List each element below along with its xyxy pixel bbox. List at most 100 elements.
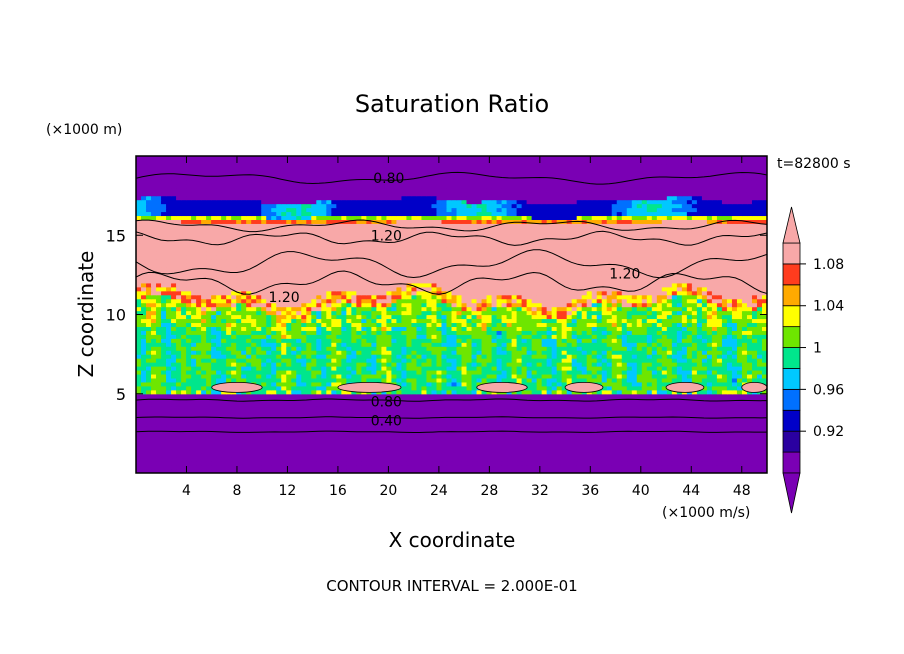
field-cell <box>551 449 558 454</box>
field-cell <box>356 350 362 355</box>
field-cell <box>391 461 398 466</box>
field-cell <box>556 385 563 391</box>
field-cell <box>391 453 398 458</box>
field-cell <box>641 381 648 387</box>
field-cell <box>226 433 232 438</box>
field-cell <box>181 457 187 462</box>
field-cell <box>396 421 403 427</box>
field-cell <box>526 326 533 331</box>
field-cell <box>351 401 357 407</box>
field-cell <box>666 342 673 347</box>
field-cell <box>571 421 578 427</box>
field-cell <box>301 457 307 462</box>
field-cell <box>621 326 628 331</box>
field-cell <box>266 433 272 438</box>
field-cell <box>261 377 267 383</box>
field-cell <box>411 417 418 423</box>
field-cell <box>261 421 267 427</box>
field-cell <box>511 326 518 331</box>
field-cell <box>291 469 297 473</box>
field-cell <box>266 389 272 395</box>
field-cell <box>351 358 357 363</box>
field-cell <box>221 358 227 363</box>
field-cell <box>356 449 362 454</box>
field-cell <box>541 362 548 367</box>
field-cell <box>201 425 207 431</box>
field-cell <box>146 417 152 423</box>
field-cell <box>216 453 222 458</box>
field-cell <box>176 405 182 411</box>
field-cell <box>226 346 232 351</box>
field-cell <box>651 330 658 335</box>
field-cell <box>696 425 703 431</box>
field-cell <box>681 366 688 371</box>
field-cell <box>621 389 628 395</box>
field-cell <box>231 326 237 331</box>
field-cell <box>586 342 593 347</box>
field-cell <box>506 330 513 335</box>
field-cell <box>281 330 287 335</box>
field-cell <box>721 330 728 335</box>
field-cell <box>371 441 377 446</box>
field-cell <box>636 449 643 454</box>
field-cell <box>586 318 593 324</box>
field-cell <box>376 445 382 450</box>
field-cell <box>246 437 252 442</box>
field-cell <box>336 389 342 395</box>
field-cell <box>406 469 413 473</box>
field-cell <box>666 413 673 419</box>
field-cell <box>166 350 172 355</box>
field-cell <box>251 322 257 327</box>
field-cell <box>401 469 408 473</box>
field-cell <box>481 465 488 470</box>
field-cell <box>761 358 767 363</box>
field-cell <box>686 366 693 371</box>
field-cell <box>601 389 608 395</box>
field-cell <box>196 405 202 411</box>
field-cell <box>506 445 513 450</box>
field-cell <box>406 417 413 423</box>
field-cell <box>136 405 142 411</box>
field-cell <box>226 445 232 450</box>
field-cell <box>501 397 508 403</box>
field-cell <box>531 373 538 379</box>
field-cell <box>281 457 287 462</box>
field-cell <box>326 453 332 458</box>
field-cell <box>321 425 327 431</box>
field-cell <box>191 449 197 454</box>
field-cell <box>696 413 703 419</box>
field-cell <box>411 369 418 375</box>
field-cell <box>231 354 237 359</box>
field-cell <box>171 433 177 438</box>
field-cell <box>601 342 608 347</box>
field-cell <box>516 417 523 423</box>
field-cell <box>506 354 513 359</box>
field-cell <box>431 445 438 450</box>
field-cell <box>416 465 423 470</box>
field-cell <box>421 385 428 391</box>
field-cell <box>526 449 533 454</box>
field-cell <box>746 425 753 431</box>
field-cell <box>441 318 448 324</box>
field-cell <box>711 461 718 466</box>
field-cell <box>616 417 623 423</box>
field-cell <box>226 342 232 347</box>
field-cell <box>666 362 673 367</box>
field-cell <box>256 314 262 320</box>
field-cell <box>136 389 142 395</box>
field-cell <box>136 413 142 419</box>
field-cell <box>516 433 523 438</box>
field-cell <box>291 389 297 395</box>
field-cell <box>251 377 257 383</box>
field-cell <box>316 314 322 320</box>
field-cell <box>676 417 683 423</box>
field-cell <box>256 362 262 367</box>
field-cell <box>751 366 758 371</box>
field-cell <box>656 366 663 371</box>
field-cell <box>661 461 668 466</box>
field-cell <box>541 437 548 442</box>
field-cell <box>251 429 257 434</box>
field-cell <box>261 346 267 351</box>
field-cell <box>516 461 523 466</box>
field-cell <box>701 437 708 442</box>
